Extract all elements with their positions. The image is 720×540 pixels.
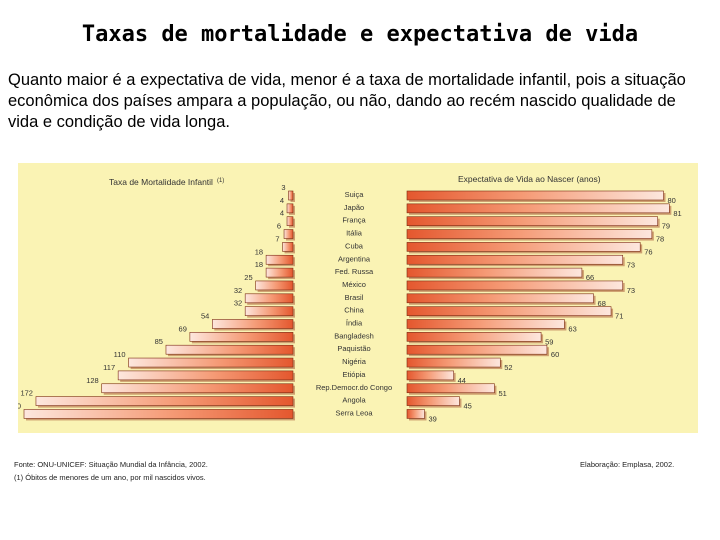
mortality-bar-angola	[35, 396, 294, 406]
country-label-nigeria: Nigéria	[342, 357, 367, 366]
definition-footnote: (1) Óbitos de menores de um ano, por mil…	[14, 473, 206, 482]
mortality-bar-india	[212, 319, 294, 329]
mortality-label-japao: 4	[280, 196, 284, 205]
mortality-bar-etiopia	[117, 370, 294, 381]
mortality-life-expectancy-chart: Taxa de Mortalidade Infantil (1) Expectat…	[18, 174, 682, 423]
mortality-label-argentina: 18	[255, 247, 263, 256]
life-expectancy-label-serra-leoa: 39	[428, 414, 436, 423]
country-label-fed-russa: Fed. Russa	[335, 267, 374, 276]
life-expectancy-bar-fed-russa	[406, 267, 583, 278]
life-expectancy-label-fed-russa: 66	[586, 273, 594, 282]
mortality-bar-mexico	[255, 280, 294, 291]
left-chart-title: Taxa de Mortalidade Infantil (1)	[109, 177, 224, 187]
country-label-italia: Itália	[346, 229, 363, 238]
mortality-bar-japao	[286, 203, 294, 214]
country-label-cuba: Cuba	[345, 241, 364, 250]
mortality-label-brasil: 32	[234, 286, 242, 295]
mortality-label-etiopia: 117	[103, 363, 115, 372]
life-expectancy-bar-argentina	[406, 254, 624, 265]
country-label-franca: França	[342, 216, 366, 225]
country-label-china: China	[344, 306, 364, 315]
slide-body-text: Quanto maior é a expectativa de vida, me…	[8, 71, 686, 131]
life-expectancy-bar-etiopia	[406, 370, 454, 381]
credit-footnote: Elaboração: Emplasa, 2002.	[580, 460, 675, 469]
life-expectancy-label-angola: 45	[463, 402, 471, 411]
life-expectancy-bar-brasil	[406, 293, 594, 304]
mortality-label-nigeria: 110	[114, 350, 126, 359]
life-expectancy-bar-india	[406, 319, 565, 329]
country-label-paquistao: Paquistão	[337, 344, 370, 353]
mortality-label-bangladesh: 69	[179, 324, 187, 333]
country-label-argentina: Argentina	[338, 254, 371, 263]
source-footnote: Fonte: ONU-UNICEF: Situação Mundial da I…	[14, 460, 208, 469]
life-expectancy-label-nigeria: 52	[504, 363, 512, 372]
life-expectancy-label-japao: 81	[673, 209, 681, 218]
mortality-bar-serra-leoa	[23, 409, 294, 419]
life-expectancy-bar-franca	[406, 216, 658, 227]
mortality-label-franca: 4	[280, 209, 284, 218]
life-expectancy-label-china: 71	[615, 312, 623, 321]
life-expectancy-bar-china	[406, 306, 612, 316]
mortality-bar-bangladesh	[189, 332, 294, 342]
right-chart-title: Expectativa de Vida ao Nascer (anos)	[458, 174, 601, 184]
mortality-bar-cuba	[282, 242, 294, 252]
mortality-label-rep-democr-do-congo: 128	[86, 376, 99, 385]
life-expectancy-bar-cuba	[406, 242, 641, 252]
life-expectancy-bar-mexico	[406, 280, 624, 291]
slide-title: Taxas de mortalidade e expectativa de vi…	[81, 22, 639, 47]
country-label-rep-democr-do-congo: Rep.Democr.do Congo	[316, 383, 392, 392]
life-expectancy-label-argentina: 73	[627, 260, 635, 269]
life-expectancy-label-italia: 78	[656, 235, 664, 244]
mortality-label-angola: 172	[20, 389, 33, 398]
life-expectancy-label-franca: 79	[662, 222, 670, 231]
life-expectancy-bar-serra-leoa	[406, 409, 425, 419]
life-expectancy-label-paquistao: 60	[551, 350, 559, 359]
mortality-bar-suica	[288, 190, 294, 201]
life-expectancy-label-brasil: 68	[598, 299, 606, 308]
mortality-label-paquistao: 85	[155, 337, 163, 346]
mortality-bar-fed-russa	[265, 267, 294, 278]
life-expectancy-label-bangladesh: 59	[545, 337, 553, 346]
life-expectancy-label-rep-democr-do-congo: 51	[498, 389, 506, 398]
country-label-serra-leoa: Serra Leoa	[335, 408, 373, 417]
country-label-suica: Suiça	[345, 190, 365, 199]
mortality-bar-paquistao	[165, 344, 294, 355]
mortality-label-mexico: 25	[244, 273, 252, 282]
life-expectancy-label-cuba: 76	[644, 247, 652, 256]
mortality-bar-italia	[283, 229, 294, 239]
life-expectancy-bar-paquistao	[406, 344, 548, 355]
mortality-label-cuba: 7	[275, 234, 279, 243]
life-expectancy-label-suica: 80	[668, 196, 676, 205]
mortality-bar-franca	[286, 216, 294, 227]
country-label-etiopia: Etiópia	[343, 370, 367, 379]
country-label-india: Índia	[346, 319, 363, 328]
country-label-bangladesh: Bangladesh	[334, 331, 374, 340]
mortality-label-serra-leoa: 180	[18, 401, 21, 410]
mortality-bar-nigeria	[128, 357, 294, 368]
mortality-label-suica: 3	[281, 183, 285, 192]
chart-figure: Taxa de Mortalidade Infantil (1) Expectat…	[14, 163, 698, 482]
country-label-brasil: Brasil	[345, 293, 364, 302]
life-expectancy-bar-italia	[406, 229, 653, 239]
mortality-bar-rep-democr-do-congo	[101, 383, 294, 394]
mortality-label-india: 54	[201, 312, 209, 321]
country-label-angola: Angola	[342, 396, 366, 405]
mortality-bar-china	[244, 306, 294, 316]
mortality-label-fed-russa: 18	[255, 260, 263, 269]
mortality-bar-brasil	[244, 293, 294, 304]
life-expectancy-bar-bangladesh	[406, 332, 542, 342]
life-expectancy-bar-angola	[406, 396, 460, 406]
life-expectancy-label-mexico: 73	[627, 286, 635, 295]
mortality-label-italia: 6	[277, 222, 281, 231]
country-label-japao: Japão	[344, 203, 364, 212]
mortality-label-china: 32	[234, 299, 242, 308]
mortality-bar-argentina	[265, 254, 294, 265]
life-expectancy-bar-suica	[406, 190, 664, 201]
life-expectancy-label-etiopia: 44	[458, 376, 466, 385]
life-expectancy-bar-rep-democr-do-congo	[406, 383, 495, 394]
life-expectancy-bar-japao	[406, 203, 670, 214]
life-expectancy-bar-nigeria	[406, 357, 501, 368]
country-label-mexico: México	[342, 280, 366, 289]
life-expectancy-label-india: 63	[568, 325, 576, 334]
